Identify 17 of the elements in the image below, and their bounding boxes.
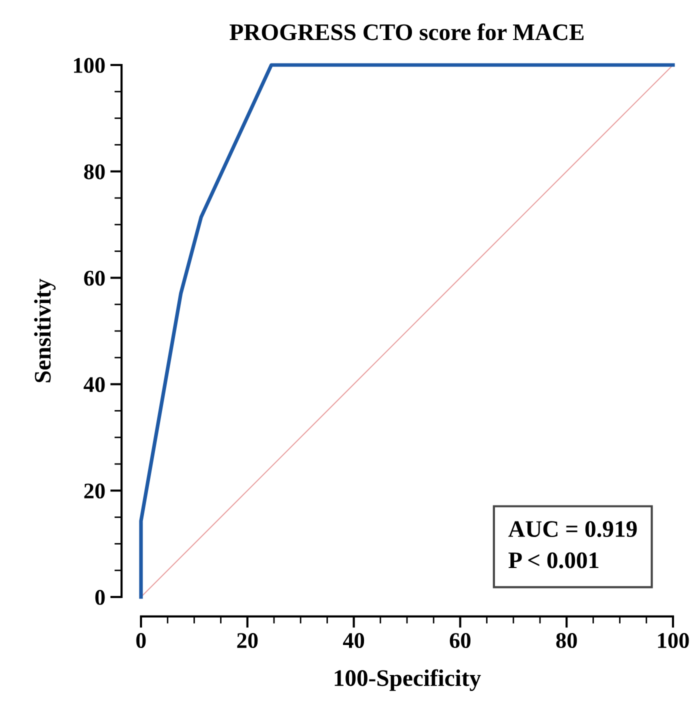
- y-tick-label: 80: [84, 164, 105, 180]
- x-tick-label: 20: [237, 633, 258, 648]
- x-axis-title: 100-Specificity: [334, 669, 481, 691]
- y-tick-label: 100: [74, 58, 105, 73]
- annotation: P < 0.001: [508, 552, 598, 568]
- y-tick-label: 60: [84, 270, 105, 286]
- annotation: AUC = 0.919: [508, 521, 637, 538]
- x-tick-label: 40: [342, 633, 364, 648]
- chart-title: PROGRESS CTO score for MACE: [230, 23, 584, 40]
- x-tick-label: 100: [658, 633, 689, 648]
- y-axis-title: Sensitivity: [34, 278, 56, 382]
- y-tick-label: 0: [95, 590, 105, 605]
- y-tick-label: 40: [84, 377, 105, 392]
- x-tick-label: 0: [136, 633, 146, 648]
- x-tick-label: 80: [556, 633, 577, 648]
- x-tick-label: 60: [450, 633, 470, 648]
- y-tick-label: 20: [84, 484, 105, 499]
